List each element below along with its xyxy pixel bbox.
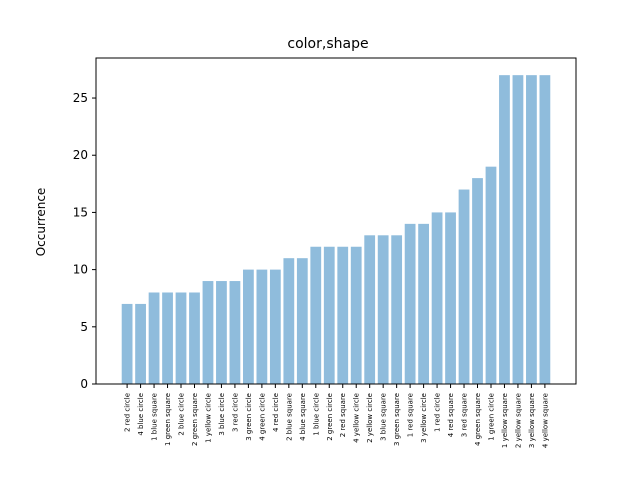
bar	[310, 246, 322, 384]
x-tick-label: 4 yellow circle	[353, 393, 361, 443]
x-tick-label: 4 green circle	[258, 393, 266, 441]
bar	[135, 303, 146, 384]
bar	[539, 75, 551, 384]
bar	[296, 258, 308, 384]
x-tick-label: 3 green square	[393, 393, 401, 446]
bar	[337, 246, 349, 384]
y-tick-label: 5	[80, 320, 88, 334]
x-tick-label: 1 blue circle	[312, 393, 320, 436]
x-axis-labels: 2 red circle 4 blue circle 1 blue square 1 …	[124, 384, 549, 448]
x-tick-label: 3 yellow square	[528, 393, 536, 448]
bar	[283, 258, 295, 384]
x-tick-label: 2 blue square	[285, 393, 293, 441]
bar	[350, 246, 362, 384]
bar	[512, 75, 524, 384]
bar	[175, 292, 187, 384]
bar	[377, 235, 389, 384]
bar	[526, 75, 537, 384]
x-tick-label: 2 yellow square	[514, 393, 522, 448]
x-tick-label: 2 green square	[191, 393, 199, 446]
x-tick-label: 2 red square	[339, 393, 347, 437]
x-tick-label: 3 red square	[461, 393, 469, 437]
x-tick-label: 1 green circle	[487, 393, 495, 441]
y-tick-label: 10	[73, 263, 88, 277]
x-tick-label: 3 yellow circle	[420, 393, 428, 443]
bar	[404, 223, 416, 384]
bar	[243, 269, 254, 384]
y-tick-label: 20	[73, 148, 88, 162]
x-tick-label: 1 yellow circle	[204, 393, 212, 443]
bar	[189, 292, 200, 384]
x-tick-label: 3 green circle	[245, 393, 253, 441]
y-axis-label: Occurrence	[34, 188, 48, 257]
bar	[445, 212, 456, 384]
x-tick-label: 4 blue circle	[137, 393, 145, 436]
plot-frame	[95, 57, 577, 385]
bar	[256, 269, 268, 384]
bar	[269, 269, 281, 384]
bar	[323, 246, 335, 384]
x-tick-label: 1 blue square	[151, 393, 159, 441]
bar	[229, 281, 241, 384]
x-tick-label: 1 green square	[164, 393, 172, 446]
y-tick-label: 0	[80, 377, 88, 391]
y-tick-label: 25	[73, 91, 88, 105]
x-tick-label: 1 red square	[407, 393, 415, 437]
bar	[162, 292, 173, 384]
bar	[148, 292, 160, 384]
bar	[391, 235, 403, 384]
x-tick-label: 4 yellow square	[541, 393, 549, 448]
x-tick-label: 4 red square	[447, 393, 455, 437]
bar	[418, 223, 429, 384]
x-tick-label: 1 yellow square	[501, 393, 509, 448]
x-tick-label: 1 red circle	[434, 393, 442, 432]
bar	[216, 281, 227, 384]
bar	[458, 189, 470, 384]
x-tick-label: 2 blue circle	[178, 393, 186, 436]
y-axis-ticks: 0 5 10 15 20 25	[73, 91, 96, 391]
x-tick-label: 2 green circle	[326, 393, 334, 441]
x-tick-label: 2 red circle	[124, 393, 132, 432]
bar	[499, 75, 510, 384]
bar	[431, 212, 443, 384]
chart-title: color,shape	[287, 36, 368, 52]
bar	[472, 178, 483, 384]
y-tick-label: 15	[73, 205, 88, 219]
x-tick-label: 2 yellow circle	[366, 393, 374, 443]
bar	[121, 303, 133, 384]
bars-layer	[121, 75, 551, 384]
x-tick-label: 4 green square	[474, 393, 482, 446]
x-tick-label: 4 blue square	[299, 393, 307, 441]
x-tick-label: 3 blue circle	[218, 393, 226, 436]
x-tick-label: 3 red circle	[231, 393, 239, 432]
bar	[485, 166, 497, 384]
x-tick-label: 4 red circle	[272, 393, 280, 432]
bar	[202, 281, 214, 384]
bar	[364, 235, 376, 384]
x-tick-label: 3 blue square	[380, 393, 388, 441]
